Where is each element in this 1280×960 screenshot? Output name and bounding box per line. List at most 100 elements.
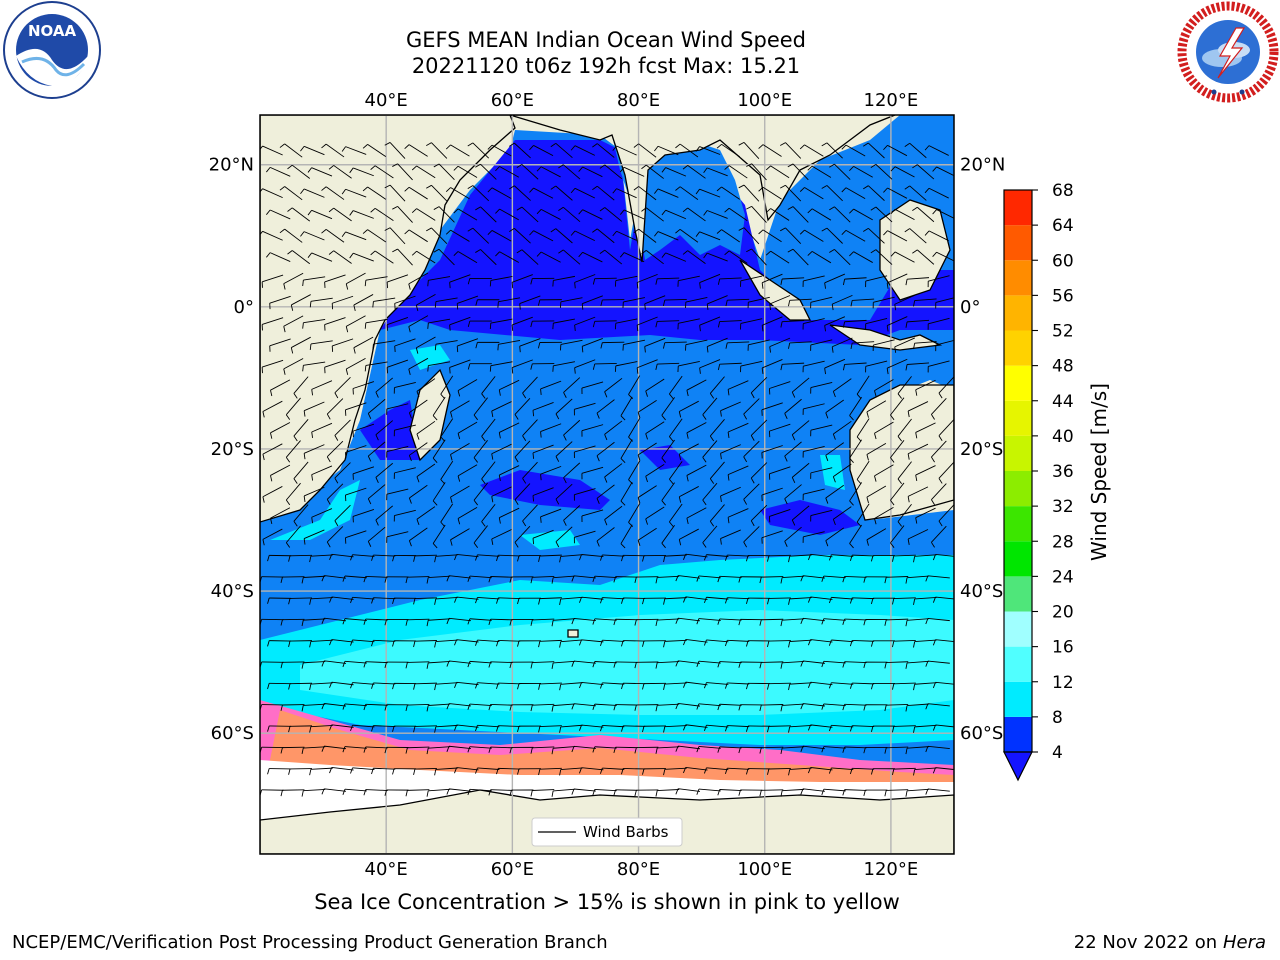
wind-barb	[825, 442, 845, 462]
wind-barb	[495, 208, 520, 221]
wind-barb	[300, 188, 325, 198]
wind-barb	[761, 273, 783, 289]
wind-barb	[522, 461, 538, 484]
wind-barb	[758, 144, 782, 157]
wind-barb	[497, 297, 521, 308]
lon-tick-label-bottom: 100°E	[737, 859, 792, 880]
wind-barb	[538, 597, 562, 605]
wind-barb	[870, 597, 895, 605]
wind-barb	[678, 486, 699, 503]
wind-barb	[642, 682, 666, 690]
wind-barb	[621, 725, 646, 732]
wind-barb	[810, 381, 833, 394]
wind-barb	[498, 465, 520, 482]
colorbar-tick-label: 20	[1052, 603, 1074, 623]
wind-barb	[426, 746, 451, 755]
wind-barb	[614, 275, 638, 287]
wind-barb	[487, 230, 512, 242]
wind-barb	[654, 231, 679, 241]
wind-barb	[825, 527, 845, 547]
wind-barb	[416, 378, 436, 398]
noaa-logo-text: NOAA	[28, 22, 77, 40]
wind-barb	[874, 464, 894, 482]
wind-barb	[807, 251, 832, 264]
wind-barb	[517, 597, 542, 605]
wind-barb	[621, 768, 646, 775]
wind-barb	[432, 396, 446, 421]
wind-barb	[454, 724, 479, 731]
wind-barb	[883, 230, 908, 242]
wind-barb	[293, 418, 309, 442]
wind-barb	[592, 746, 617, 753]
wind-barb	[550, 228, 573, 244]
wind-barb	[821, 660, 846, 668]
wind-barb	[433, 163, 455, 181]
wind-barb	[352, 509, 375, 523]
wind-barb	[842, 789, 867, 796]
wind-barb	[571, 703, 596, 710]
colorbar-segment	[1004, 646, 1032, 682]
wind-barb	[440, 503, 454, 527]
wind-barb	[530, 703, 555, 712]
colorbar-segment	[1004, 716, 1032, 752]
wind-barb	[495, 166, 520, 178]
wind-barb	[788, 597, 812, 605]
wind-barb	[309, 682, 333, 691]
wind-barb	[695, 188, 721, 198]
wind-barb	[300, 145, 325, 156]
wind-barb	[702, 525, 718, 548]
wind-barb	[538, 554, 562, 562]
wind-barb	[849, 554, 875, 562]
wind-barb	[426, 142, 448, 159]
wind-barb	[727, 380, 749, 396]
wind-barb	[883, 187, 908, 199]
wind-barb	[509, 619, 534, 626]
wind-barb	[703, 596, 729, 604]
wind-barb	[372, 297, 396, 308]
wind-barb	[559, 639, 583, 648]
wind-barb	[932, 209, 954, 219]
colorbar-segment	[1004, 435, 1032, 471]
wind-barb	[426, 703, 451, 712]
wind-barb	[738, 789, 763, 796]
wind-barb	[293, 461, 309, 484]
wind-barb	[685, 297, 708, 309]
wind-barb	[537, 299, 562, 306]
wind-barb	[517, 768, 542, 775]
wind-barb	[892, 682, 916, 690]
wind-barb	[434, 597, 458, 605]
wind-barb	[905, 277, 930, 286]
wind-barb	[530, 277, 555, 285]
wind-barb	[740, 360, 763, 373]
wind-barb	[551, 788, 576, 797]
wind-barb	[563, 505, 581, 526]
wind-barb	[768, 381, 791, 395]
wind-barb	[261, 359, 284, 374]
wind-barb	[384, 789, 409, 796]
lat-tick-label-left: 0°	[234, 297, 254, 318]
footer-host: Hera	[1222, 932, 1266, 953]
wind-barb	[874, 506, 894, 525]
wind-barb	[788, 298, 812, 307]
wind-barb	[405, 746, 430, 754]
wind-barb	[445, 187, 470, 200]
wind-barb	[645, 463, 665, 483]
wind-barb	[570, 187, 596, 199]
wind-barb	[925, 617, 950, 625]
wind-barb	[642, 768, 666, 775]
madagascar	[409, 368, 451, 462]
wind-barb	[677, 318, 700, 330]
wind-barb	[682, 207, 706, 222]
wind-barb	[863, 619, 888, 626]
wind-barb	[514, 397, 531, 420]
band-under-4-south-b	[760, 500, 860, 535]
wind-barb	[279, 186, 303, 201]
wind-barb	[522, 419, 538, 442]
wind-barb	[619, 166, 645, 177]
wind-barb	[453, 208, 478, 221]
wind-barb	[788, 724, 812, 733]
wind-barb	[303, 444, 325, 460]
wind-barb	[738, 227, 760, 245]
wind-barb	[913, 767, 937, 776]
wind-barb	[415, 336, 436, 354]
